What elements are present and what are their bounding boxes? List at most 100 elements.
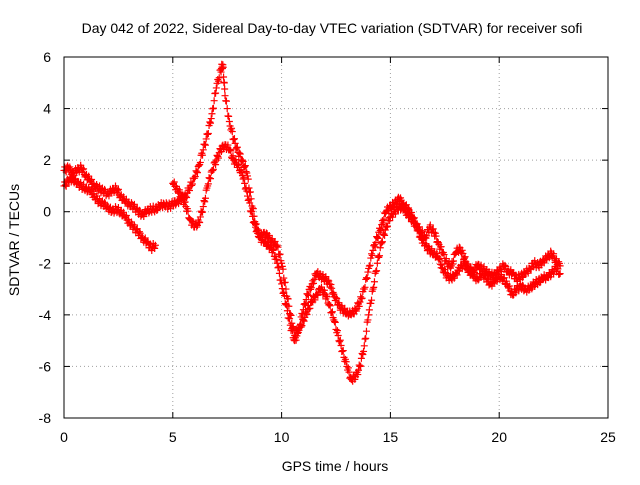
data-point-interp xyxy=(253,225,261,233)
data-point-interp xyxy=(224,141,232,149)
data-point-interp xyxy=(300,317,308,325)
data-point xyxy=(430,228,438,236)
data-point-interp xyxy=(364,268,372,276)
data-point-interp xyxy=(333,327,341,335)
data-point-interp xyxy=(278,285,286,293)
data-point-interp xyxy=(302,309,310,317)
data-point xyxy=(221,92,229,100)
data-point-interp xyxy=(225,112,233,120)
data-point-interp xyxy=(406,210,414,218)
data-point-interp xyxy=(354,371,362,379)
data-point-interp xyxy=(130,221,138,229)
data-point-interp xyxy=(361,335,369,343)
data-point xyxy=(178,192,186,200)
data-point xyxy=(225,117,233,125)
data-point-interp xyxy=(201,198,209,206)
y-tick-label: 0 xyxy=(43,204,51,220)
data-points xyxy=(60,60,564,385)
data-point-interp xyxy=(553,264,561,272)
data-point xyxy=(238,156,246,164)
data-point-interp xyxy=(391,210,399,218)
data-point-interp xyxy=(479,267,487,275)
data-point-interp xyxy=(114,185,122,193)
data-point-interp xyxy=(222,97,230,105)
data-point-interp xyxy=(332,294,340,302)
data-point-interp xyxy=(207,119,215,127)
data-point-interp xyxy=(242,168,250,176)
data-point-interp xyxy=(331,318,339,326)
data-point-interp xyxy=(230,135,238,143)
data-point-interp xyxy=(135,228,143,236)
data-point-interp xyxy=(379,231,387,239)
data-point-interp xyxy=(364,316,372,324)
data-point xyxy=(325,301,333,309)
data-point-interp xyxy=(328,284,336,292)
data-point-interp xyxy=(339,347,347,355)
data-point-interp xyxy=(429,225,437,233)
data-point-interp xyxy=(197,207,205,215)
data-point-interp xyxy=(193,168,201,176)
data-point-interp xyxy=(79,166,87,174)
data-point-interp xyxy=(502,263,510,271)
data-point-interp xyxy=(518,281,526,289)
data-point-interp xyxy=(331,318,339,326)
data-point-interp xyxy=(323,293,331,301)
data-point-interp xyxy=(381,231,389,239)
data-point-interp xyxy=(229,152,237,160)
data-point-interp xyxy=(310,275,318,283)
data-point-interp xyxy=(191,173,199,181)
data-point-interp xyxy=(298,322,306,330)
data-point-interp xyxy=(228,128,236,136)
data-point-interp xyxy=(199,151,207,159)
data-point xyxy=(304,290,312,298)
series-1 xyxy=(60,141,564,385)
y-tick-label: 4 xyxy=(43,101,51,117)
data-point-interp xyxy=(240,174,248,182)
data-point-interp xyxy=(241,162,249,170)
data-point-interp xyxy=(336,338,344,346)
data-point-interp xyxy=(373,267,381,275)
data-point-interp xyxy=(277,276,285,284)
data-point-interp xyxy=(300,300,308,308)
data-point-interp xyxy=(311,296,319,304)
data-point-interp xyxy=(248,207,256,215)
data-point-interp xyxy=(209,165,217,173)
data-point-interp xyxy=(204,130,212,138)
data-point-interp xyxy=(355,302,363,310)
data-point-interp xyxy=(185,187,193,195)
data-point-interp xyxy=(220,79,228,87)
data-point-interp xyxy=(204,180,212,188)
data-point xyxy=(365,311,373,319)
data-point-interp xyxy=(426,221,434,229)
data-point-interp xyxy=(409,214,417,222)
data-point-interp xyxy=(462,261,470,269)
data-point-interp xyxy=(151,244,159,252)
data-point-interp xyxy=(380,230,388,238)
data-point-interp xyxy=(246,188,254,196)
data-point-interp xyxy=(214,77,222,85)
data-point-interp xyxy=(461,253,469,261)
data-point-interp xyxy=(188,180,196,188)
data-point xyxy=(360,342,368,350)
data-point-interp xyxy=(368,250,376,258)
data-point-interp xyxy=(415,227,423,235)
data-point-interp xyxy=(501,261,509,269)
data-point-interp xyxy=(449,260,457,268)
data-point-interp xyxy=(301,300,309,308)
data-point-interp xyxy=(358,294,366,302)
x-axis-label: GPS time / hours xyxy=(282,458,389,474)
data-point-interp xyxy=(379,219,387,227)
data-point-interp xyxy=(196,213,204,221)
data-point-interp xyxy=(354,366,362,374)
data-point-interp xyxy=(362,327,370,335)
data-point-interp xyxy=(524,269,532,277)
data-point-interp xyxy=(188,181,196,189)
data-point-interp xyxy=(463,260,471,268)
data-point-interp xyxy=(371,243,379,251)
data-point-interp xyxy=(231,139,239,147)
data-point-interp xyxy=(254,226,262,234)
data-point-interp xyxy=(238,168,246,176)
data-point-interp xyxy=(241,179,249,187)
data-point-interp xyxy=(207,115,215,123)
